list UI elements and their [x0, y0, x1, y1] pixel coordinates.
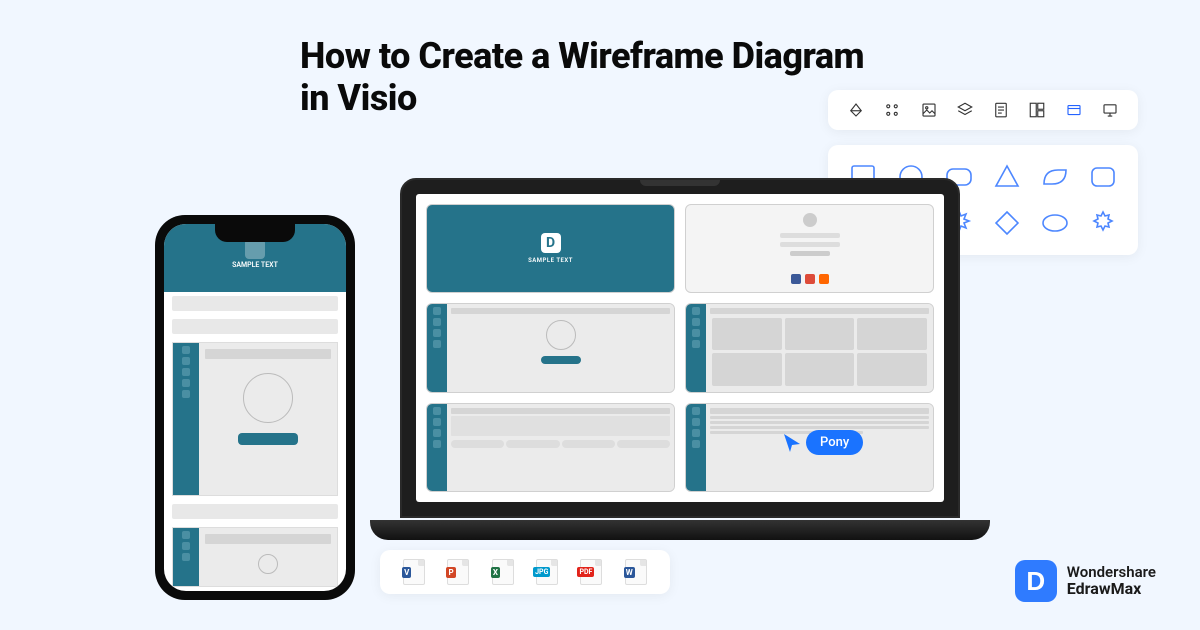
wireframe-hero: D SAMPLE TEXT — [426, 204, 675, 293]
brand-name-1: Wondershare — [1067, 564, 1156, 581]
wireframe-app — [426, 403, 675, 492]
phone-wireframe — [172, 527, 338, 587]
sample-text: SAMPLE TEXT — [528, 257, 573, 264]
shape-triangle[interactable] — [989, 159, 1025, 195]
shape-roundrect2[interactable] — [1085, 159, 1121, 195]
avatar — [803, 213, 817, 227]
laptop-base — [370, 520, 990, 540]
social-icon — [791, 274, 801, 284]
export-formats: V P X JPG PDF W — [380, 550, 670, 594]
wireframe-login — [685, 204, 934, 293]
brand: D Wondershare EdrawMax — [1015, 560, 1156, 602]
social-icon — [805, 274, 815, 284]
page-icon[interactable] — [992, 101, 1010, 119]
cursor-icon — [782, 432, 802, 454]
laptop-screen: D SAMPLE TEXT — [400, 178, 960, 518]
logo-icon: D — [541, 233, 561, 253]
container-icon[interactable] — [1065, 101, 1083, 119]
laptop-mockup: D SAMPLE TEXT — [400, 178, 960, 540]
social-icon — [819, 274, 829, 284]
shape-sun[interactable] — [1085, 205, 1121, 241]
brand-name-2: EdrawMax — [1067, 580, 1156, 598]
brand-icon: D — [1015, 560, 1057, 602]
format-jpg[interactable]: JPG — [532, 557, 562, 587]
sample-text: SAMPLE TEXT — [232, 261, 278, 269]
wireframe-app — [685, 303, 934, 392]
toolbar — [828, 90, 1138, 130]
phone-wireframe — [172, 342, 338, 496]
format-ppt[interactable]: P — [443, 557, 473, 587]
format-word[interactable]: W — [621, 557, 651, 587]
layout-icon[interactable] — [1028, 101, 1046, 119]
cursor-label: Pony — [806, 430, 863, 455]
phone-notch — [215, 224, 295, 242]
grid-icon[interactable] — [883, 101, 901, 119]
fill-icon[interactable] — [847, 101, 865, 119]
laptop-notch — [640, 180, 720, 186]
shape-ellipse[interactable] — [1037, 205, 1073, 241]
present-icon[interactable] — [1101, 101, 1119, 119]
format-visio[interactable]: V — [399, 557, 429, 587]
wireframe-app — [426, 303, 675, 392]
format-excel[interactable]: X — [488, 557, 518, 587]
page-title: How to Create a Wireframe Diagram in Vis… — [300, 35, 900, 119]
shape-leaf[interactable] — [1037, 159, 1073, 195]
image-icon[interactable] — [920, 101, 938, 119]
shape-diamond[interactable] — [989, 205, 1025, 241]
cursor-tag: Pony — [782, 430, 863, 455]
phone-mockup: SAMPLE TEXT — [155, 215, 355, 600]
format-pdf[interactable]: PDF — [576, 557, 606, 587]
layers-icon[interactable] — [956, 101, 974, 119]
